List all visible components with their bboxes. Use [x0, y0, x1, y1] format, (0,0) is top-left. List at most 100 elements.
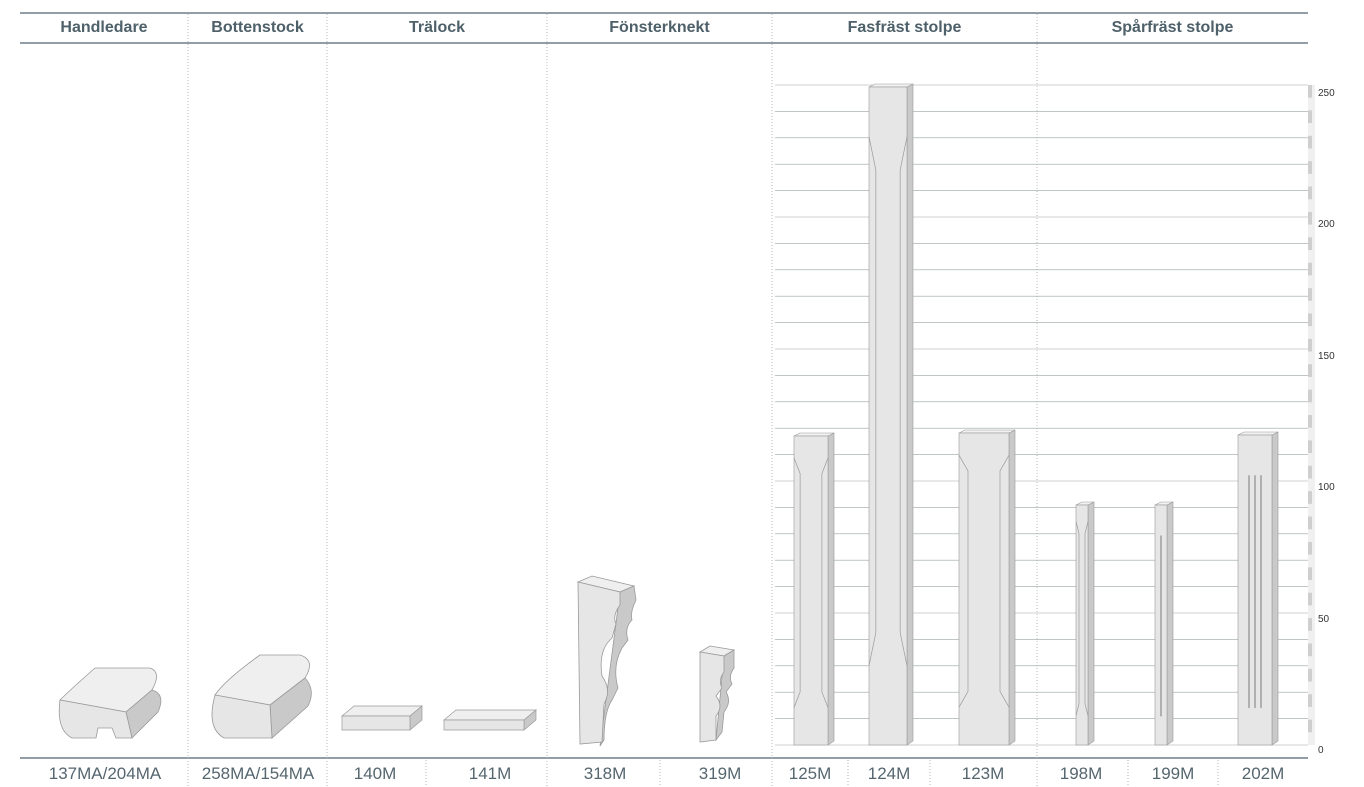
scale-tick-label: 150 [1318, 351, 1335, 362]
block-front [443, 719, 525, 731]
post-front [958, 432, 1010, 746]
scale-segment [1308, 313, 1312, 327]
post-top [868, 83, 914, 88]
post-chamfer [821, 457, 829, 708]
scale-segment [1308, 516, 1312, 530]
scale-segment [1308, 389, 1312, 403]
profile-front [58, 699, 133, 739]
category-bottenstock: Bottenstock [211, 19, 304, 36]
product-label: 137MA/204MA [48, 764, 162, 783]
product-label: 140M [353, 764, 397, 783]
post-124m [868, 83, 914, 746]
post-chamfer [1084, 521, 1089, 716]
post-198m [1075, 501, 1095, 746]
scale-segment [1308, 186, 1312, 200]
product-label: 258MA/154MA [201, 764, 315, 783]
product-label: 123M [961, 764, 1005, 783]
post-top [1237, 431, 1279, 436]
category-fasfrast-stolpe: Fasfräst stolpe [847, 19, 962, 36]
scale-segment [1308, 465, 1312, 479]
profile-318m [576, 575, 637, 747]
product-label: 125M [788, 764, 832, 783]
category-tralock: Trälock [408, 19, 466, 36]
scale-segment [1308, 643, 1312, 657]
block-front [341, 715, 411, 731]
post-top [958, 429, 1016, 434]
category-sparfrast-stolpe: Spårfräst stolpe [1111, 19, 1234, 36]
scale-segment [1308, 288, 1312, 301]
category-handledare: Handledare [60, 19, 148, 36]
scale-segment [1308, 541, 1312, 555]
post-chamfer [1075, 521, 1080, 716]
post-chamfer [958, 455, 969, 708]
profile-side [715, 649, 735, 742]
product-label: 199M [1151, 764, 1195, 783]
scale-tick-label: 200 [1318, 219, 1335, 230]
post-side [1008, 429, 1016, 746]
post-chamfer [868, 136, 877, 666]
scale-tick-label: 50 [1318, 614, 1330, 625]
scale-segment [1308, 567, 1312, 580]
scale-segment [1308, 694, 1312, 707]
post-side [827, 432, 835, 746]
post-side [906, 83, 914, 746]
post-chamfer [899, 136, 908, 666]
profile-front [577, 581, 621, 745]
scale-segment [1308, 237, 1312, 250]
product-label: 202M [1241, 764, 1285, 783]
profile-319m [698, 645, 736, 743]
profile-front [211, 694, 273, 739]
scale-tick-label: 100 [1318, 482, 1335, 493]
post-side [1271, 431, 1279, 746]
post-chamfer [999, 455, 1010, 708]
scale-segment [1308, 262, 1312, 276]
profile-side [599, 585, 637, 747]
scale-segment [1308, 85, 1312, 98]
scale-segment [1308, 415, 1312, 428]
scale-segment [1308, 161, 1312, 174]
scale-segment [1308, 618, 1312, 631]
post-202m [1237, 431, 1279, 746]
height-grid [775, 84, 1308, 746]
post-side [1087, 501, 1095, 746]
scale-segment [1308, 110, 1312, 124]
product-label: 141M [468, 764, 512, 783]
post-front [793, 435, 829, 746]
scale-segment [1308, 668, 1312, 682]
post-199m [1154, 501, 1174, 746]
scale-tick-label: 0 [1318, 745, 1324, 756]
scale-segment [1308, 440, 1312, 454]
product-label: 319M [698, 764, 742, 783]
scale-tick-label: 250 [1318, 88, 1335, 99]
scale-segment [1308, 135, 1312, 149]
profile-side [269, 677, 312, 739]
scale-segment [1308, 592, 1312, 606]
category-fonsterknekt: Fönsterknekt [609, 19, 710, 36]
post-front [868, 86, 908, 746]
product-label: 198M [1059, 764, 1103, 783]
height-scale [1308, 85, 1315, 745]
profile-140m [341, 705, 423, 731]
post-side [1166, 501, 1174, 746]
scale-segment [1308, 491, 1312, 504]
scale-segment [1308, 211, 1312, 225]
profile-137ma-204ma [58, 667, 162, 739]
block-top [443, 709, 537, 721]
profile-side [125, 689, 162, 739]
post-chamfer [793, 457, 801, 708]
product-label: 318M [583, 764, 627, 783]
profile-top [59, 667, 157, 713]
scale-segment [1308, 364, 1312, 377]
product-label: 124M [867, 764, 911, 783]
post-123m [958, 429, 1016, 746]
profile-258ma-154ma [211, 654, 312, 739]
profile-front [699, 651, 725, 743]
scale-segment [1308, 719, 1312, 733]
profile-141m [443, 709, 537, 731]
scale-segment [1308, 338, 1312, 352]
post-125m [793, 432, 835, 746]
block-top [341, 705, 423, 717]
post-top [793, 432, 835, 437]
profile-pieces [58, 83, 1279, 747]
